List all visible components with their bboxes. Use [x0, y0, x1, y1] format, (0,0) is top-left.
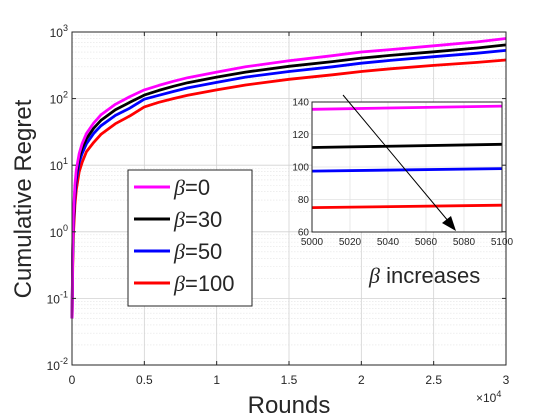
legend-entry-label: β=0: [173, 175, 210, 200]
x-tick-label: 2.5: [425, 373, 442, 387]
x-tick-label: 1.5: [281, 373, 298, 387]
main-x-tick-labels: 0 0.5 1 1.5 2 2.5 3: [69, 373, 510, 387]
arrow-head: [442, 216, 456, 231]
inset-series-lines: [311, 104, 503, 209]
x-tick-label: 2: [358, 373, 365, 387]
inset-x-tick-label: 5100: [491, 237, 514, 248]
main-series-lines: [70, 37, 507, 319]
inset-y-tick-labels: 60 80 100 120 140: [292, 98, 309, 239]
series-line: [70, 37, 507, 319]
arrow-shaft: [342, 94, 450, 223]
x-scale-base: ×10: [476, 391, 497, 405]
inset-y-tick-label: 80: [298, 195, 310, 206]
x-tick-label: 0: [69, 373, 76, 387]
x-tick-label: 3: [503, 373, 510, 387]
inset-plot-frame: [311, 101, 503, 233]
annotation-text: increases: [380, 263, 480, 288]
beta-increases-annotation: β increases: [368, 263, 480, 288]
x-axis-label: Rounds: [248, 392, 331, 419]
inset-x-tick-label: 5060: [415, 237, 438, 248]
legend-entry-label: β=50: [173, 239, 222, 264]
annotation-beta-symbol: β: [368, 263, 380, 288]
x-tick-label: 0.5: [136, 373, 153, 387]
y-tick-label: 102: [50, 90, 68, 107]
inset-x-tick-label: 5080: [453, 237, 476, 248]
y-tick-label: 10-1: [47, 289, 68, 306]
main-ticks: [71, 31, 507, 366]
beta-increase-arrow: [342, 94, 456, 231]
y-tick-label: 103: [50, 23, 68, 40]
inset-plot: 5000 5020 5040 5060 5080 5100 60 80 100 120 140: [292, 98, 513, 249]
inset-x-tick-label: 5000: [301, 237, 324, 248]
y-tick-label: 10-2: [47, 356, 68, 373]
x-scale-exponent: 4: [496, 389, 501, 399]
inset-series-line: [311, 167, 503, 173]
inset-y-tick-label: 100: [292, 163, 309, 174]
inset-x-tick-labels: 5000 5020 5040 5060 5080 5100: [301, 237, 514, 248]
legend-entry-label: β=100: [173, 271, 235, 296]
inset-x-tick-label: 5040: [377, 237, 400, 248]
legend: β=0 β=30 β=50 β=100: [127, 169, 253, 307]
y-tick-label: 100: [50, 223, 68, 240]
y-axis-label: Cumulative Regret: [10, 99, 37, 298]
x-tick-label: 1: [213, 373, 220, 387]
main-y-tick-labels: 10-2 10-1 100 101 102 103: [47, 23, 68, 373]
inset-y-tick-label: 60: [298, 228, 310, 239]
x-scale-factor: ×104: [476, 389, 501, 405]
inset-y-tick-label: 120: [292, 130, 309, 141]
inset-x-tick-label: 5020: [339, 237, 362, 248]
inset-y-tick-label: 140: [292, 98, 309, 109]
legend-entry-label: β=30: [173, 207, 222, 232]
inset-series-line: [311, 142, 503, 149]
y-tick-label: 101: [50, 156, 68, 173]
inset-series-line: [311, 203, 503, 209]
inset-series-line: [311, 104, 503, 111]
legend-box: [127, 169, 253, 307]
